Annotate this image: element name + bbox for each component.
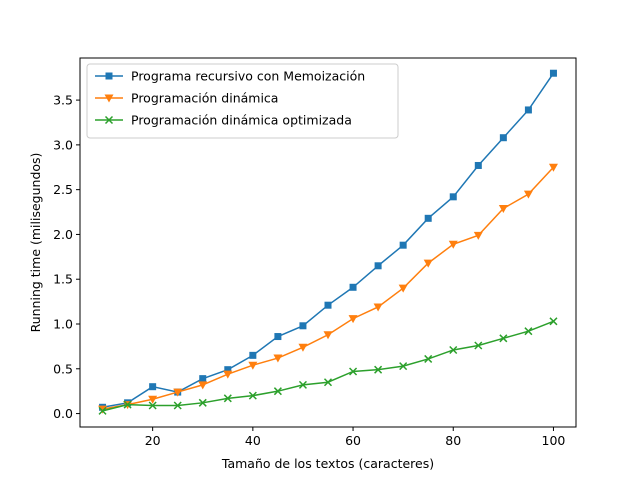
data-point bbox=[173, 388, 183, 397]
x-tick-label: 100 bbox=[542, 433, 566, 448]
data-point bbox=[123, 400, 132, 409]
data-point bbox=[448, 240, 458, 249]
data-point bbox=[249, 351, 257, 359]
y-tick-label: 2.5 bbox=[53, 182, 73, 197]
x-tick-label: 20 bbox=[145, 433, 161, 448]
data-point bbox=[399, 241, 407, 249]
data-point bbox=[499, 134, 507, 142]
x-tick-label: 40 bbox=[245, 433, 261, 448]
data-point bbox=[298, 380, 307, 389]
data-point bbox=[199, 375, 207, 383]
series-layer bbox=[98, 69, 558, 415]
x-axis-label: Tamaño de los textos (caracteres) bbox=[221, 456, 434, 471]
data-point bbox=[374, 365, 383, 374]
data-point bbox=[398, 284, 408, 293]
data-point bbox=[148, 401, 157, 410]
data-point bbox=[148, 395, 158, 404]
series-3 bbox=[98, 317, 558, 415]
data-point bbox=[499, 334, 508, 343]
data-point bbox=[399, 362, 408, 371]
data-point bbox=[373, 303, 383, 312]
data-point bbox=[449, 193, 457, 201]
data-point bbox=[273, 387, 282, 396]
data-point bbox=[474, 341, 483, 350]
x-tick-label: 60 bbox=[345, 433, 361, 448]
data-point bbox=[524, 106, 532, 114]
y-tick-label: 0.5 bbox=[53, 361, 73, 376]
data-point bbox=[248, 361, 258, 370]
data-point bbox=[474, 161, 482, 169]
data-point bbox=[324, 301, 332, 309]
legend-item: Programa recursivo con Memoización bbox=[95, 69, 365, 84]
data-point bbox=[473, 231, 483, 240]
legend-item: Programación dinámica optimizada bbox=[95, 113, 352, 128]
data-point bbox=[548, 163, 558, 172]
data-point bbox=[549, 69, 557, 77]
data-point bbox=[523, 190, 533, 199]
legend-item: Programación dinámica bbox=[95, 91, 278, 106]
y-tick-label: 1.0 bbox=[53, 317, 73, 332]
data-point bbox=[198, 381, 208, 390]
y-axis-ticks: 0.0 0.5 1.0 1.5 2.0 2.5 3.0 3.5 bbox=[53, 93, 80, 421]
data-point bbox=[149, 383, 157, 391]
data-point bbox=[549, 317, 558, 326]
data-point bbox=[424, 214, 432, 222]
legend-marker bbox=[104, 115, 114, 125]
y-tick-label: 3.0 bbox=[53, 137, 73, 152]
legend-box bbox=[86, 63, 399, 139]
data-point bbox=[424, 354, 433, 363]
legend-label: Programación dinámica bbox=[131, 91, 278, 106]
data-point bbox=[274, 333, 282, 341]
data-point bbox=[374, 262, 382, 270]
data-point bbox=[223, 370, 233, 379]
legend-label: Programa recursivo con Memoización bbox=[131, 69, 365, 84]
y-tick-label: 3.5 bbox=[53, 93, 73, 108]
y-axis-label: Running time (milisegundos) bbox=[28, 153, 43, 333]
data-point bbox=[498, 204, 508, 213]
data-point bbox=[248, 391, 257, 400]
data-point bbox=[423, 259, 433, 268]
data-point bbox=[173, 401, 182, 410]
data-point bbox=[349, 283, 357, 291]
data-point bbox=[524, 327, 533, 336]
plot-frame bbox=[79, 57, 577, 428]
data-point bbox=[348, 315, 358, 324]
legend: Programa recursivo con Memoización Progra… bbox=[86, 63, 399, 139]
data-point bbox=[198, 398, 207, 407]
data-point bbox=[273, 354, 283, 363]
data-point bbox=[223, 394, 232, 403]
data-point bbox=[224, 366, 232, 374]
data-point bbox=[98, 406, 107, 415]
data-point bbox=[323, 378, 333, 387]
legend-marker bbox=[105, 72, 113, 80]
x-tick-label: 80 bbox=[445, 433, 461, 448]
y-tick-label: 0.0 bbox=[53, 406, 73, 421]
legend-label: Programación dinámica optimizada bbox=[131, 113, 352, 128]
y-tick-label: 2.0 bbox=[53, 227, 73, 242]
y-tick-label: 1.5 bbox=[53, 272, 73, 287]
legend-marker bbox=[104, 94, 114, 103]
data-point bbox=[299, 322, 307, 330]
data-point bbox=[349, 367, 358, 376]
x-axis-ticks: 20 40 60 80 100 bbox=[145, 427, 566, 448]
data-point bbox=[298, 343, 308, 352]
data-point bbox=[449, 345, 458, 355]
data-point bbox=[323, 331, 333, 340]
